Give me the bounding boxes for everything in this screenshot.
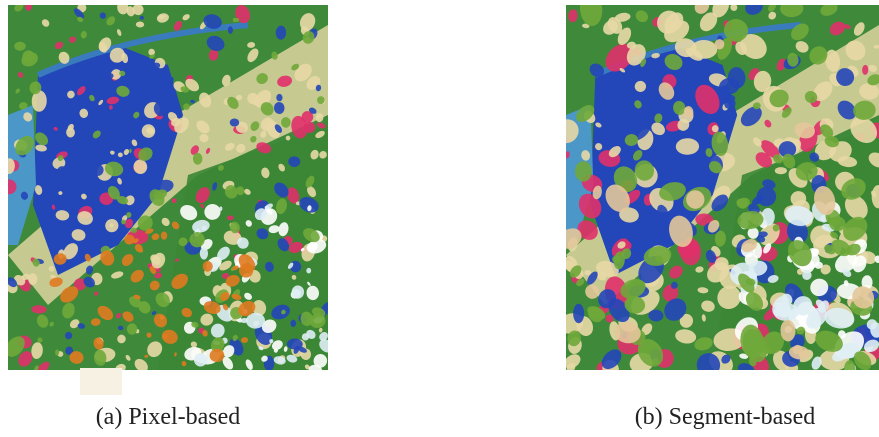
map-texture bbox=[775, 167, 787, 174]
map-texture bbox=[288, 156, 300, 167]
figure: (a) Pixel-based (b) Segment-based bbox=[0, 0, 879, 437]
patch bbox=[80, 368, 122, 395]
map-segment-based bbox=[550, 0, 879, 381]
map-texture bbox=[276, 94, 282, 101]
map-texture bbox=[28, 273, 37, 285]
page: (a) Pixel-based (b) Segment-based (() =>… bbox=[0, 0, 879, 437]
map-texture bbox=[14, 42, 26, 51]
caption: (b) Segment-based bbox=[635, 404, 816, 430]
map-texture bbox=[715, 39, 725, 49]
map-texture bbox=[712, 125, 719, 132]
map-pixel-based bbox=[0, 0, 336, 376]
caption: (a) Pixel-based bbox=[96, 404, 241, 430]
map-texture bbox=[573, 304, 584, 323]
